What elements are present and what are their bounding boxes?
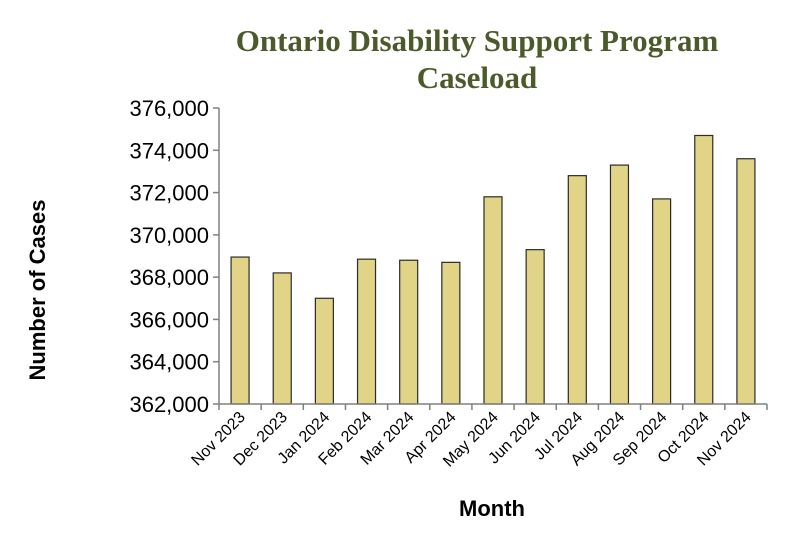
y-axis-label: Number of Cases [25, 200, 50, 381]
bar [314, 297, 334, 405]
bar [652, 198, 672, 405]
y-tick-label: 372,000 [129, 181, 209, 206]
y-axis-ticks: 362,000 364,000 366,000 368,000 370,000 372,0… [129, 96, 219, 417]
chart-title-line-1: Ontario Disability Support Program [236, 23, 719, 58]
bars [230, 134, 756, 405]
bar [736, 158, 756, 405]
y-tick-label: 368,000 [129, 265, 209, 290]
y-tick-label: 366,000 [129, 307, 209, 332]
axes [218, 108, 767, 405]
chart-title-line-2: Caseload [417, 60, 538, 95]
bar [441, 261, 461, 405]
bar [356, 258, 377, 405]
bar [399, 259, 419, 405]
y-tick-label: 364,000 [129, 350, 209, 375]
bar [694, 134, 714, 405]
y-tick-label: 362,000 [129, 392, 209, 417]
x-axis-label: Month [459, 496, 525, 521]
bar [230, 256, 250, 405]
bar [609, 164, 630, 405]
bar [567, 175, 587, 405]
bar [272, 272, 292, 405]
y-tick-label: 376,000 [129, 96, 209, 121]
y-tick-label: 374,000 [129, 138, 209, 163]
bar [525, 249, 545, 405]
bar [483, 196, 503, 405]
y-tick-label: 370,000 [129, 223, 209, 248]
